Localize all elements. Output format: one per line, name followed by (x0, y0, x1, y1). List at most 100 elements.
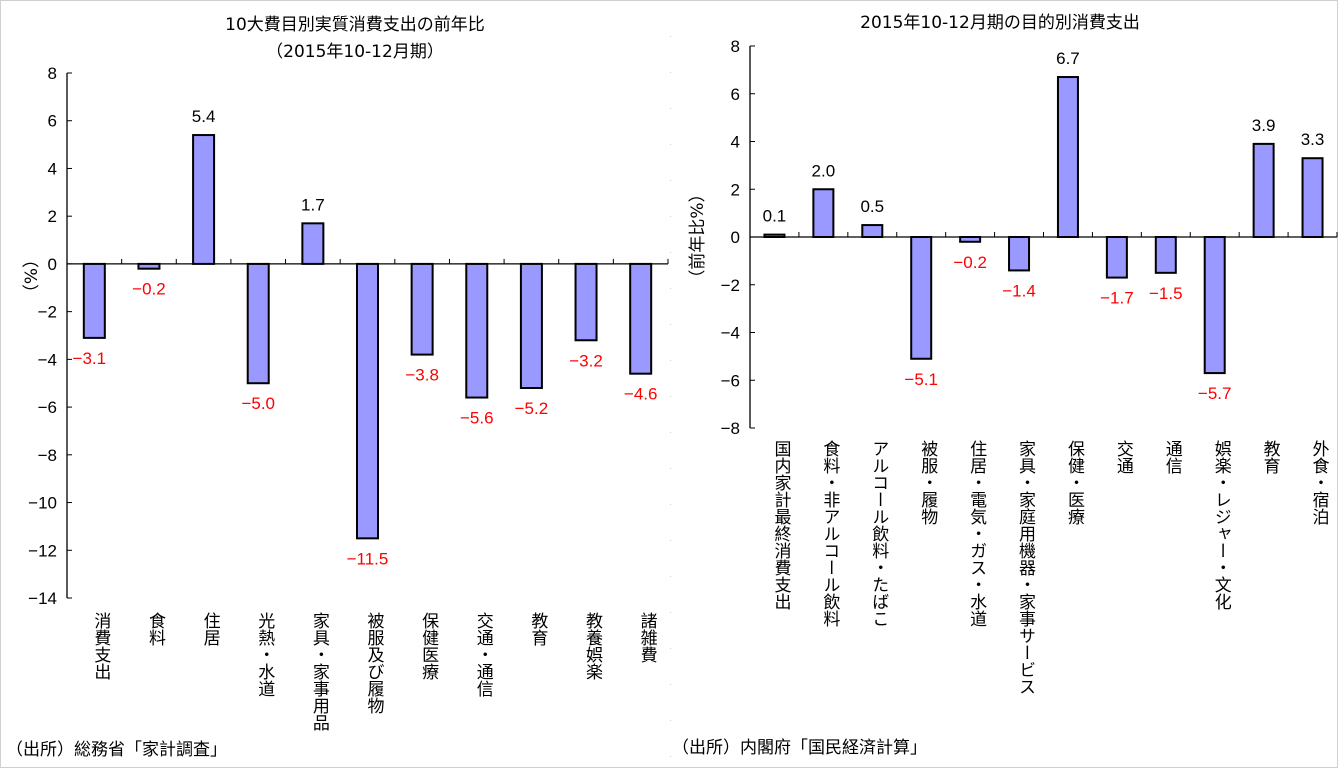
right-category-label: 通信 (1162, 440, 1183, 474)
left-category-label: 諸雑費 (637, 612, 658, 663)
left-bar (574, 262, 598, 342)
right-data-label: 0.1 (763, 207, 787, 226)
right-data-label: 3.3 (1301, 130, 1325, 149)
right-y-tick-label: −4 (721, 324, 740, 343)
right-y-tick-label: 6 (731, 85, 740, 104)
left-data-label: 1.7 (301, 195, 325, 214)
left-data-label: −11.5 (347, 549, 389, 568)
left-y-axis-label: （%） (22, 251, 42, 301)
left-bar (192, 134, 216, 265)
right-bar (1154, 236, 1177, 274)
right-y-tick-label: 2 (731, 180, 740, 199)
left-category-label: 光熱・水道 (254, 612, 275, 697)
left-category-label: 食料 (145, 612, 166, 646)
right-data-label: 2.0 (812, 161, 836, 180)
right-source-note: （出所）内閣府「国民経済計算」 (672, 738, 927, 758)
right-bar (861, 224, 884, 238)
left-y-tick-label: −4 (38, 350, 57, 369)
right-category-label: 保健・医療 (1064, 440, 1085, 525)
left-y-tick-label: 2 (48, 207, 57, 226)
left-category-label: 交通・通信 (473, 612, 494, 697)
right-bar (910, 236, 933, 360)
right-bar (1252, 142, 1275, 238)
right-category-label: 被服・履物 (917, 440, 938, 525)
left-bar (246, 262, 270, 385)
left-category-label: 家具・家事用品 (309, 612, 330, 731)
right-y-tick-label: 0 (731, 228, 740, 247)
left-y-tick-label: 8 (48, 64, 57, 83)
right-category-label: 国内家計最終消費支出 (770, 440, 791, 610)
right-bar (959, 236, 982, 243)
right-category-label: アルコール飲料・たばこ (868, 440, 889, 627)
right-y-tick-label: −6 (721, 371, 740, 390)
left-data-label: −0.2 (132, 280, 166, 299)
right-category-label: 交通 (1113, 440, 1134, 474)
right-y-tick-label: 4 (731, 133, 740, 152)
right-category-label: 外食・宿泊 (1309, 440, 1330, 525)
left-chart-subtitle: （2015年10-12月期） (266, 42, 444, 62)
left-y-tick-label: 4 (48, 159, 57, 178)
right-bar (1301, 157, 1324, 238)
left-data-label: −5.6 (460, 409, 494, 428)
right-data-label: 6.7 (1056, 49, 1080, 68)
left-data-label: −3.8 (405, 366, 439, 385)
left-source-note: （出所）総務省「家計調査」 (6, 740, 227, 760)
left-bar (519, 262, 543, 389)
right-bar (1008, 236, 1031, 272)
left-data-label: 5.4 (192, 107, 216, 126)
right-data-label: −5.7 (1198, 384, 1232, 403)
left-y-tick-label: 0 (48, 255, 57, 274)
left-y-tick-label: −8 (38, 446, 57, 465)
left-category-label: 住居 (200, 612, 221, 646)
right-bar (763, 233, 786, 239)
right-y-tick-label: 8 (731, 37, 740, 56)
right-data-label: −1.4 (1002, 281, 1036, 300)
panel-divider (670, 0, 671, 768)
left-bar (410, 262, 434, 356)
left-category-label: 被服及び履物 (364, 612, 385, 714)
left-data-label: −5.0 (241, 394, 275, 413)
left-bar (629, 262, 653, 375)
right-bar (1203, 236, 1226, 375)
left-y-tick-label: −10 (28, 494, 57, 513)
left-chart-title: 10大費目別実質消費支出の前年比 (225, 15, 485, 35)
left-bar (137, 262, 161, 270)
right-y-tick-label: −2 (721, 276, 740, 295)
right-bar (1105, 236, 1128, 279)
left-bar (82, 262, 106, 339)
right-y-tick-label: −8 (721, 419, 740, 438)
left-bar (465, 262, 489, 399)
right-chart-title: 2015年10-12月期の目的別消費支出 (860, 13, 1140, 33)
left-category-label: 保健医療 (418, 612, 439, 680)
right-category-label: 家具・家庭用機器・家事サービス (1015, 440, 1036, 695)
left-y-tick-label: −14 (28, 589, 57, 608)
right-data-label: 0.5 (860, 197, 884, 216)
right-data-label: −1.7 (1100, 289, 1134, 308)
left-data-label: −3.1 (73, 349, 107, 368)
right-plot-area: 8 6 4 2 0 −2 −4 −6 −8 0.1 国内家計最終消費支出 2.0 食料・非アルコール飲料… (721, 37, 1338, 695)
left-bar (356, 262, 379, 540)
left-data-label: −4.6 (624, 385, 658, 404)
left-y-tick-label: −2 (38, 303, 57, 322)
right-category-label: 教育 (1260, 440, 1281, 475)
left-data-label: −3.2 (569, 351, 603, 370)
left-y-tick-label: −12 (28, 541, 57, 560)
right-data-label: −5.1 (904, 370, 938, 389)
right-data-label: −1.5 (1149, 284, 1183, 303)
right-y-axis-label: （前年比%） (688, 185, 708, 286)
right-bar (1056, 76, 1079, 238)
right-bar (812, 188, 835, 238)
left-y-tick-label: −6 (38, 398, 57, 417)
left-category-label: 教育 (527, 612, 548, 647)
left-data-label: −5.2 (515, 399, 549, 418)
right-category-label: 娯楽・レジャー・文化 (1211, 440, 1232, 610)
right-category-label: 住居・電気・ガス・水道 (966, 440, 987, 627)
left-bar (301, 222, 325, 265)
right-data-label: 3.9 (1252, 116, 1276, 135)
right-data-label: −0.2 (953, 253, 987, 272)
left-category-label: 消費支出 (90, 612, 111, 680)
left-plot-area: 8 6 4 2 0 −2 −4 −6 −8 −10 −12 −14 −3.1 消費支出 −0.2 食料 5.4 住… (28, 64, 669, 731)
left-category-label: 教養娯楽 (582, 612, 603, 680)
left-y-tick-label: 6 (48, 112, 57, 131)
